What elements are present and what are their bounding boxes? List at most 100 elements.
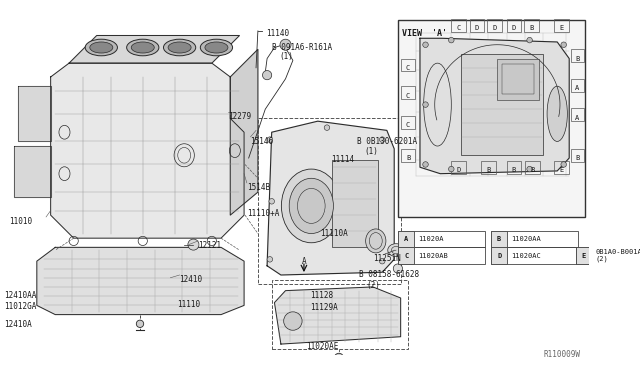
Circle shape	[334, 353, 344, 362]
Text: A: A	[575, 115, 580, 121]
Polygon shape	[69, 35, 239, 63]
Text: 11012GA: 11012GA	[4, 302, 37, 311]
Bar	[481, 161, 495, 174]
Text: 11110: 11110	[177, 300, 200, 309]
Text: D: D	[512, 25, 516, 31]
Bar	[258, 118, 401, 284]
Ellipse shape	[163, 39, 196, 56]
Text: (1): (1)	[279, 52, 293, 61]
Bar	[525, 161, 540, 174]
Ellipse shape	[547, 86, 567, 141]
Circle shape	[423, 102, 428, 108]
Bar	[575, 247, 592, 264]
Bar	[451, 161, 466, 174]
Bar	[491, 247, 579, 264]
Bar	[398, 20, 585, 217]
Circle shape	[527, 37, 532, 43]
Ellipse shape	[85, 39, 117, 56]
Text: 11020AB: 11020AB	[418, 253, 448, 259]
Text: 11129A: 11129A	[310, 303, 338, 312]
Bar	[491, 247, 508, 264]
Polygon shape	[19, 86, 51, 141]
Text: 11010: 11010	[9, 217, 33, 226]
Text: 11140: 11140	[266, 29, 289, 38]
Bar	[401, 86, 415, 99]
Circle shape	[380, 137, 385, 142]
Text: 11114: 11114	[332, 155, 355, 164]
Text: A: A	[301, 257, 307, 266]
Text: A: A	[404, 236, 408, 242]
Text: 12410: 12410	[180, 275, 203, 284]
Polygon shape	[230, 49, 258, 215]
Circle shape	[267, 137, 273, 142]
Ellipse shape	[127, 39, 159, 56]
Text: B: B	[529, 25, 534, 31]
Circle shape	[449, 37, 454, 43]
Text: 11020A: 11020A	[418, 236, 444, 242]
Text: R110009W: R110009W	[543, 350, 580, 359]
Bar	[502, 64, 534, 93]
Circle shape	[423, 42, 428, 48]
Text: C: C	[456, 25, 461, 31]
Bar	[507, 19, 522, 32]
Bar	[398, 231, 415, 247]
Text: B 0B130-6201A: B 0B130-6201A	[357, 137, 417, 146]
Text: C: C	[404, 253, 408, 259]
Text: VIEW  'A': VIEW 'A'	[403, 29, 447, 38]
Circle shape	[394, 264, 403, 273]
Bar	[401, 116, 415, 129]
Polygon shape	[275, 287, 401, 344]
Ellipse shape	[284, 312, 302, 330]
Circle shape	[280, 39, 291, 50]
Text: 0B1A0-B001A
(2): 0B1A0-B001A (2)	[596, 249, 640, 262]
Bar	[554, 19, 569, 32]
Text: 1514B: 1514B	[247, 183, 270, 192]
Text: C: C	[406, 93, 410, 99]
Text: B: B	[575, 155, 580, 161]
Text: E: E	[560, 167, 564, 173]
Text: 11020AE: 11020AE	[306, 342, 338, 351]
Bar	[398, 231, 485, 247]
Bar	[451, 19, 466, 32]
Text: B: B	[497, 236, 501, 242]
Text: B: B	[575, 56, 580, 62]
Text: 11110A: 11110A	[321, 229, 348, 238]
Text: B: B	[512, 167, 516, 173]
Bar	[524, 19, 539, 32]
Bar	[575, 247, 640, 264]
Text: C: C	[406, 122, 410, 128]
Text: D: D	[475, 25, 479, 31]
Text: B: B	[406, 155, 410, 161]
Text: B 091A6-R161A: B 091A6-R161A	[272, 43, 332, 52]
Bar	[398, 247, 485, 264]
Circle shape	[262, 71, 272, 80]
Ellipse shape	[388, 244, 404, 257]
Text: E: E	[582, 253, 586, 259]
Text: D: D	[492, 25, 497, 31]
Bar	[401, 149, 415, 162]
Text: 11020AA: 11020AA	[511, 236, 541, 242]
Bar	[401, 58, 415, 71]
Ellipse shape	[168, 42, 191, 53]
Bar	[491, 231, 579, 247]
Text: B: B	[530, 167, 534, 173]
Ellipse shape	[365, 229, 386, 253]
Bar	[507, 161, 522, 174]
Text: D: D	[497, 253, 501, 259]
Ellipse shape	[289, 178, 333, 234]
Text: B: B	[486, 167, 490, 173]
Ellipse shape	[90, 42, 113, 53]
Bar	[272, 280, 408, 349]
Text: B 08158-61628: B 08158-61628	[359, 270, 419, 279]
Text: 15146: 15146	[250, 137, 274, 146]
Polygon shape	[267, 121, 394, 275]
Circle shape	[449, 166, 454, 172]
Text: 11110+A: 11110+A	[247, 209, 279, 218]
Text: 12279: 12279	[228, 112, 252, 121]
Bar	[571, 79, 584, 92]
Bar	[571, 49, 584, 62]
Bar	[398, 247, 415, 264]
Bar	[487, 19, 502, 32]
Polygon shape	[51, 63, 244, 238]
Text: (2): (2)	[367, 280, 380, 289]
